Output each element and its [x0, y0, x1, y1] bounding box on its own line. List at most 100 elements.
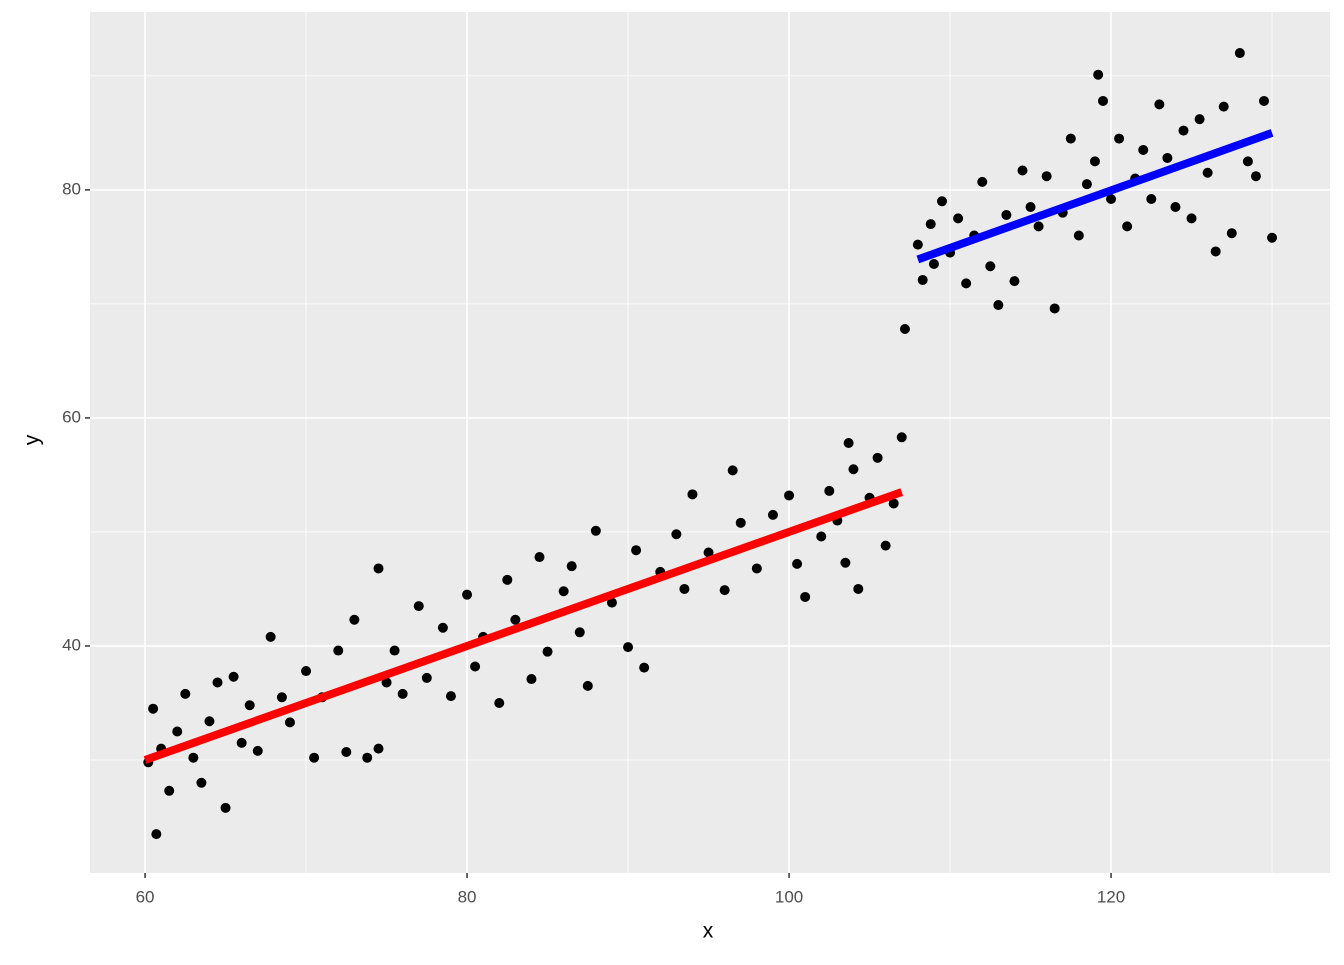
point	[1267, 232, 1278, 243]
point	[228, 671, 239, 682]
x-tick-label: 60	[136, 887, 155, 906]
point	[735, 517, 746, 528]
point	[853, 583, 864, 594]
point	[623, 642, 634, 653]
point	[1138, 144, 1149, 155]
y-axis-label: y	[21, 434, 44, 445]
point	[1097, 95, 1108, 106]
point	[574, 627, 585, 638]
point	[1009, 276, 1020, 287]
point	[1081, 179, 1092, 190]
point	[349, 614, 360, 625]
point	[1210, 246, 1221, 257]
point	[373, 563, 384, 574]
point	[1202, 167, 1213, 178]
y-tick-label: 80	[62, 179, 81, 198]
point	[1093, 69, 1104, 80]
point	[977, 176, 988, 187]
point	[220, 802, 231, 813]
point	[687, 489, 698, 500]
fit-line	[143, 488, 904, 764]
point	[953, 213, 964, 224]
point	[1162, 152, 1173, 163]
point	[276, 692, 287, 703]
point	[1146, 194, 1157, 205]
point	[502, 574, 513, 585]
point	[843, 438, 854, 449]
point	[679, 583, 690, 594]
point	[148, 703, 159, 714]
point	[1258, 95, 1269, 106]
point	[413, 601, 424, 612]
point	[985, 261, 996, 272]
point	[917, 274, 928, 285]
point	[800, 591, 811, 602]
point	[1226, 228, 1237, 239]
point	[1186, 213, 1197, 224]
fit-line	[916, 129, 1274, 264]
point	[445, 691, 456, 702]
point	[172, 726, 183, 737]
point	[204, 716, 215, 727]
point	[792, 558, 803, 569]
point	[333, 645, 344, 656]
point	[606, 597, 617, 608]
point	[558, 586, 569, 597]
x-tick-label: 80	[458, 887, 477, 906]
point	[631, 545, 642, 556]
point	[462, 589, 473, 600]
point	[542, 646, 553, 657]
point	[703, 547, 714, 558]
point	[1242, 156, 1253, 167]
point	[1025, 201, 1036, 212]
point	[510, 614, 521, 625]
point	[1178, 125, 1189, 136]
point	[719, 585, 730, 596]
point	[912, 239, 923, 250]
point	[284, 717, 295, 728]
point	[1114, 133, 1125, 144]
point	[751, 563, 762, 574]
point	[381, 677, 392, 688]
y-tick-label: 60	[62, 407, 81, 426]
point	[993, 300, 1004, 311]
point	[1041, 171, 1052, 182]
point	[1234, 48, 1245, 59]
point	[164, 785, 175, 796]
point	[1250, 171, 1261, 182]
point	[180, 688, 191, 699]
point	[872, 452, 883, 463]
point	[1170, 201, 1181, 212]
point	[1073, 230, 1084, 241]
point	[1001, 209, 1012, 220]
point	[767, 509, 778, 520]
point	[309, 752, 320, 763]
point	[389, 645, 400, 656]
point	[373, 743, 384, 754]
y-tick-label: 40	[62, 635, 81, 654]
point	[727, 465, 738, 476]
point	[639, 662, 650, 673]
point	[824, 485, 835, 496]
point	[1065, 133, 1076, 144]
point	[816, 531, 827, 542]
point	[470, 661, 481, 672]
point	[252, 745, 263, 756]
point	[1122, 221, 1133, 232]
point	[212, 677, 223, 688]
point	[526, 674, 537, 685]
point	[590, 525, 601, 536]
point	[848, 464, 859, 475]
panel	[90, 12, 1330, 873]
point	[1089, 156, 1100, 167]
point	[928, 258, 939, 269]
point	[151, 829, 162, 840]
point	[880, 540, 891, 551]
point	[671, 529, 682, 540]
point	[925, 219, 936, 230]
x-tick-label: 120	[1097, 887, 1125, 906]
x-tick-label: 100	[775, 887, 803, 906]
point	[341, 747, 352, 758]
point	[888, 498, 899, 509]
